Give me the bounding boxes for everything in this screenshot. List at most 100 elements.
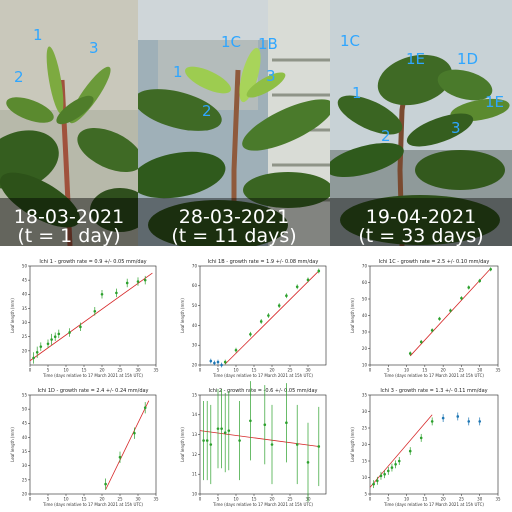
data-point <box>478 420 482 423</box>
y-tick-label: 60 <box>192 283 198 288</box>
data-point <box>306 278 310 282</box>
data-point <box>317 269 321 273</box>
photo-3-time: (t = 33 days) <box>358 225 483 246</box>
x-axis-label: Time (days relative to 17 March 2021 at … <box>42 502 143 507</box>
data-point <box>238 439 241 442</box>
plot-frame <box>369 265 499 366</box>
photo-1-overlay: 1 3 2 18-03-2021 (t = 1 day) <box>14 26 124 246</box>
y-tick-label: 20 <box>22 491 28 496</box>
chart-ichi-1: Ichi 1 - growth rate = 0.9 +/- 0.05 mm/d… <box>0 254 170 381</box>
photo-day-11 <box>138 0 330 246</box>
data-point <box>209 443 213 446</box>
data-point <box>53 335 57 339</box>
x-tick-label: 35 <box>495 368 501 373</box>
x-tick-label: 30 <box>305 368 311 373</box>
leaf-label: 1 <box>352 84 362 102</box>
fit-line <box>105 400 150 490</box>
data-point <box>295 285 299 289</box>
x-tick-label: 15 <box>81 368 87 373</box>
chart-ichi-1b: Ichi 1B - growth rate = 1.9 +/- 0.08 mm/… <box>170 254 340 381</box>
y-axis-label: Leaf length (mm) <box>350 427 355 462</box>
data-point <box>227 429 231 432</box>
chart-ichi-1c: Ichi 1C - growth rate = 2.5 +/- 0.10 mm/… <box>340 254 512 381</box>
data-point <box>100 292 104 296</box>
chart-title: Ichi 1 - growth rate = 0.9 +/- 0.05 mm/d… <box>39 259 146 265</box>
x-tick-label: 5 <box>47 368 50 373</box>
data-point <box>408 449 412 453</box>
data-point <box>306 461 310 464</box>
chart-title: Ichi 2 - growth rate = -0.6 +/- 0.05 mm/… <box>208 388 317 394</box>
x-tick-label: 30 <box>477 497 483 502</box>
photo-3-overlay: 1C 1E 1D 1 1E 3 2 19-04-2021 (t = 33 days) <box>340 32 504 246</box>
data-point <box>419 340 423 344</box>
data-point <box>39 345 43 348</box>
photo-2-overlay: 1C 1B 1 3 2 28-03-2021 (t = 11 days) <box>171 33 296 246</box>
x-tick-label: 30 <box>135 368 141 373</box>
y-tick-label: 50 <box>362 296 368 301</box>
data-point <box>115 291 118 295</box>
x-tick-label: 5 <box>387 497 390 502</box>
y-axis-label: Leaf length (mm) <box>350 298 355 333</box>
data-point <box>408 352 412 355</box>
chart-title: Ichi 1C - growth rate = 2.5 +/- 0.10 mm/… <box>379 259 490 265</box>
leaf-label: 3 <box>451 119 461 137</box>
y-tick-label: 50 <box>22 407 28 412</box>
data-point <box>143 406 147 410</box>
x-tick-label: 5 <box>217 368 220 373</box>
data-point <box>93 309 97 313</box>
x-tick-label: 35 <box>153 368 159 373</box>
data-point <box>223 431 227 434</box>
leaf-label: 1E <box>485 93 504 111</box>
y-tick-label: 20 <box>22 348 28 353</box>
y-tick-label: 30 <box>192 343 198 348</box>
x-tick-label: 0 <box>29 368 32 373</box>
data-point <box>202 439 205 442</box>
x-tick-label: 20 <box>441 368 447 373</box>
data-point <box>386 469 390 473</box>
data-point <box>57 332 61 336</box>
x-tick-label: 10 <box>233 497 239 502</box>
x-tick-label: 0 <box>369 497 372 502</box>
x-tick-label: 25 <box>117 368 123 373</box>
chart-ichi-1c-svg: Ichi 1C - growth rate = 2.5 +/- 0.10 mm/… <box>350 259 501 378</box>
data-point <box>489 268 492 271</box>
plant-photo-3 <box>330 0 512 246</box>
data-point <box>383 472 386 476</box>
x-tick-label: 10 <box>63 368 69 373</box>
x-axis-label: Time (days relative to 17 March 2021 at … <box>383 502 484 507</box>
y-tick-label: 35 <box>362 392 368 397</box>
y-tick-label: 70 <box>362 263 368 268</box>
leaf-label: 1E <box>406 50 425 68</box>
chart-ichi-3-svg: Ichi 3 - growth rate = 1.3 +/- 0.11 mm/d… <box>350 388 501 507</box>
data-point <box>213 361 216 365</box>
photo-day-33 <box>330 0 512 246</box>
leaf-label: 1D <box>457 50 478 68</box>
data-point <box>317 445 321 448</box>
data-point <box>249 419 252 423</box>
y-tick-label: 25 <box>362 425 368 430</box>
photo-1-time: (t = 1 day) <box>17 225 120 246</box>
data-point <box>397 459 401 463</box>
y-tick-label: 55 <box>22 392 28 397</box>
data-point <box>220 363 223 367</box>
y-tick-label: 30 <box>22 320 28 325</box>
leaf-label: 1 <box>173 63 183 81</box>
x-axis-label: Time (days relative to 17 March 2021 at … <box>212 502 313 507</box>
x-tick-label: 10 <box>404 497 410 502</box>
data-point <box>430 420 434 423</box>
y-tick-label: 30 <box>362 409 368 414</box>
y-tick-label: 10 <box>192 491 198 496</box>
x-tick-label: 20 <box>99 497 105 502</box>
data-point <box>394 463 397 466</box>
plant-photo-2 <box>138 0 330 246</box>
chart-ichi-1d: Ichi 1D - growth rate = 2.4 +/- 0.24 mm/… <box>0 383 170 510</box>
x-tick-label: 15 <box>422 368 428 373</box>
chart-title: Ichi 1D - growth rate = 2.4 +/- 0.24 mm/… <box>37 388 148 394</box>
data-point <box>467 420 471 423</box>
photo-2-date: 28-03-2021 <box>179 206 289 228</box>
data-point <box>441 416 445 420</box>
x-tick-label: 25 <box>459 497 465 502</box>
data-point <box>419 436 423 440</box>
data-point <box>376 479 379 483</box>
